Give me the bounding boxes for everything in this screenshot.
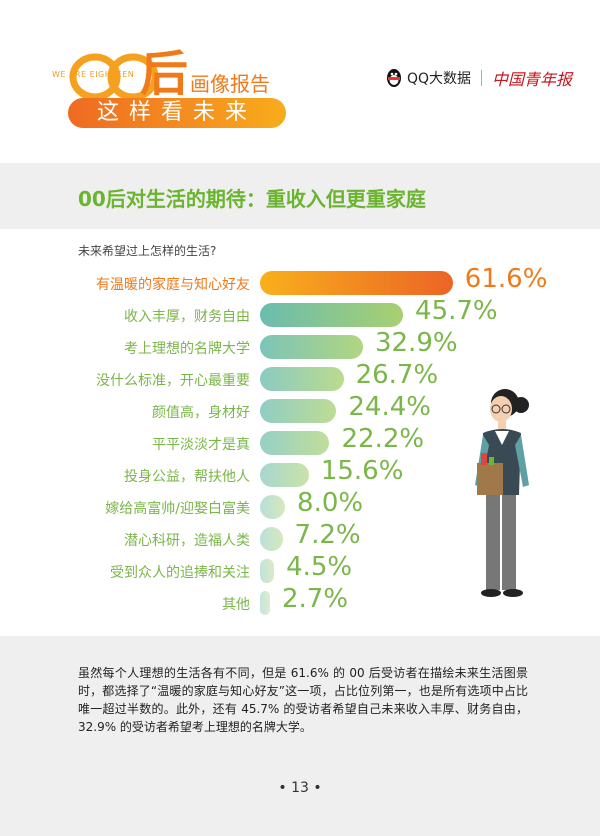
value-label: 7.2%	[294, 520, 361, 550]
bar	[260, 431, 330, 455]
section-title: 00后对生活的期待：重收入但更重家庭	[78, 187, 426, 211]
qq-penguin-icon	[387, 69, 401, 87]
category-label: 收入丰厚，财务自由	[124, 309, 250, 325]
value-label: 45.7%	[415, 296, 498, 326]
value-label: 32.9%	[374, 328, 458, 358]
brand-bar: QQ大数据 中国青年报	[385, 66, 572, 90]
bar-row: 其他 2.7%	[0, 584, 600, 616]
logo-main: 后	[140, 46, 189, 102]
double-zero-logo-icon	[69, 53, 159, 101]
chart-title: 未来希望过上怎样的生活?	[78, 244, 217, 258]
bar	[260, 335, 363, 359]
logo-subtitle: 画像报告	[190, 72, 270, 96]
bar-row: 潜心科研，造福人类 7.2%	[0, 520, 600, 552]
bar	[260, 463, 309, 487]
brand-paper: 中国青年报	[492, 70, 573, 89]
value-label: 15.6%	[320, 456, 404, 486]
bar	[260, 399, 337, 423]
divider	[481, 70, 483, 86]
bar	[260, 271, 453, 295]
category-label: 受到众人的追捧和关注	[110, 565, 250, 581]
bar-row: 有温暖的家庭与知心好友 61.6%	[0, 264, 600, 296]
category-label: 没什么标准，开心最重要	[96, 373, 250, 389]
category-label: 考上理想的名牌大学	[124, 341, 250, 357]
value-label: 22.2%	[341, 424, 425, 454]
logo-tagline: WE ARE EIGHTEEN	[52, 70, 135, 79]
girl-illustration	[475, 389, 529, 597]
category-label: 嫁给高富帅/迎娶白富美	[105, 501, 250, 517]
value-label: 8.0%	[297, 488, 364, 518]
brand-qq: QQ大数据	[407, 71, 472, 87]
bar-row: 投身公益，帮扶他人 15.6%	[0, 456, 600, 488]
bar	[260, 303, 404, 327]
category-label: 其他	[222, 597, 250, 613]
section-header: 00后对生活的期待：重收入但更重家庭	[0, 163, 600, 229]
summary-section	[0, 636, 600, 836]
bar-row: 颜值高，身材好 24.4%	[0, 392, 600, 424]
bar-row: 收入丰厚，财务自由 45.7%	[0, 296, 600, 328]
value-label: 61.6%	[464, 264, 548, 294]
bar	[260, 527, 283, 551]
value-label: 2.7%	[282, 584, 349, 614]
value-label: 26.7%	[355, 360, 439, 390]
category-label: 潜心科研，造福人类	[124, 533, 250, 549]
value-label: 4.5%	[286, 552, 353, 582]
bar-row: 嫁给高富帅/迎娶白富美 8.0%	[0, 488, 600, 520]
category-label: 颜值高，身材好	[152, 405, 250, 421]
bar	[260, 495, 286, 519]
category-label: 投身公益，帮扶他人	[124, 469, 250, 485]
category-label: 有温暖的家庭与知心好友	[96, 277, 250, 293]
value-label: 24.4%	[348, 392, 431, 422]
bar	[260, 559, 275, 583]
bar-row: 平平淡淡才是真 22.2%	[0, 424, 600, 456]
bar	[260, 367, 344, 391]
summary-paragraph: 虽然每个人理想的生活各有不同，但是 61.6% 的 00 后受访者在描绘未来生活…	[78, 666, 528, 734]
page-number: • 13 •	[278, 780, 322, 796]
bar-row: 受到众人的追捧和关注 4.5%	[0, 552, 600, 584]
logo-pill: 这样看未来	[68, 98, 286, 128]
bar-row: 没什么标准，开心最重要 26.7%	[0, 360, 600, 392]
bar	[260, 591, 270, 615]
bar-row: 考上理想的名牌大学 32.9%	[0, 328, 600, 360]
category-label: 平平淡淡才是真	[152, 437, 250, 453]
